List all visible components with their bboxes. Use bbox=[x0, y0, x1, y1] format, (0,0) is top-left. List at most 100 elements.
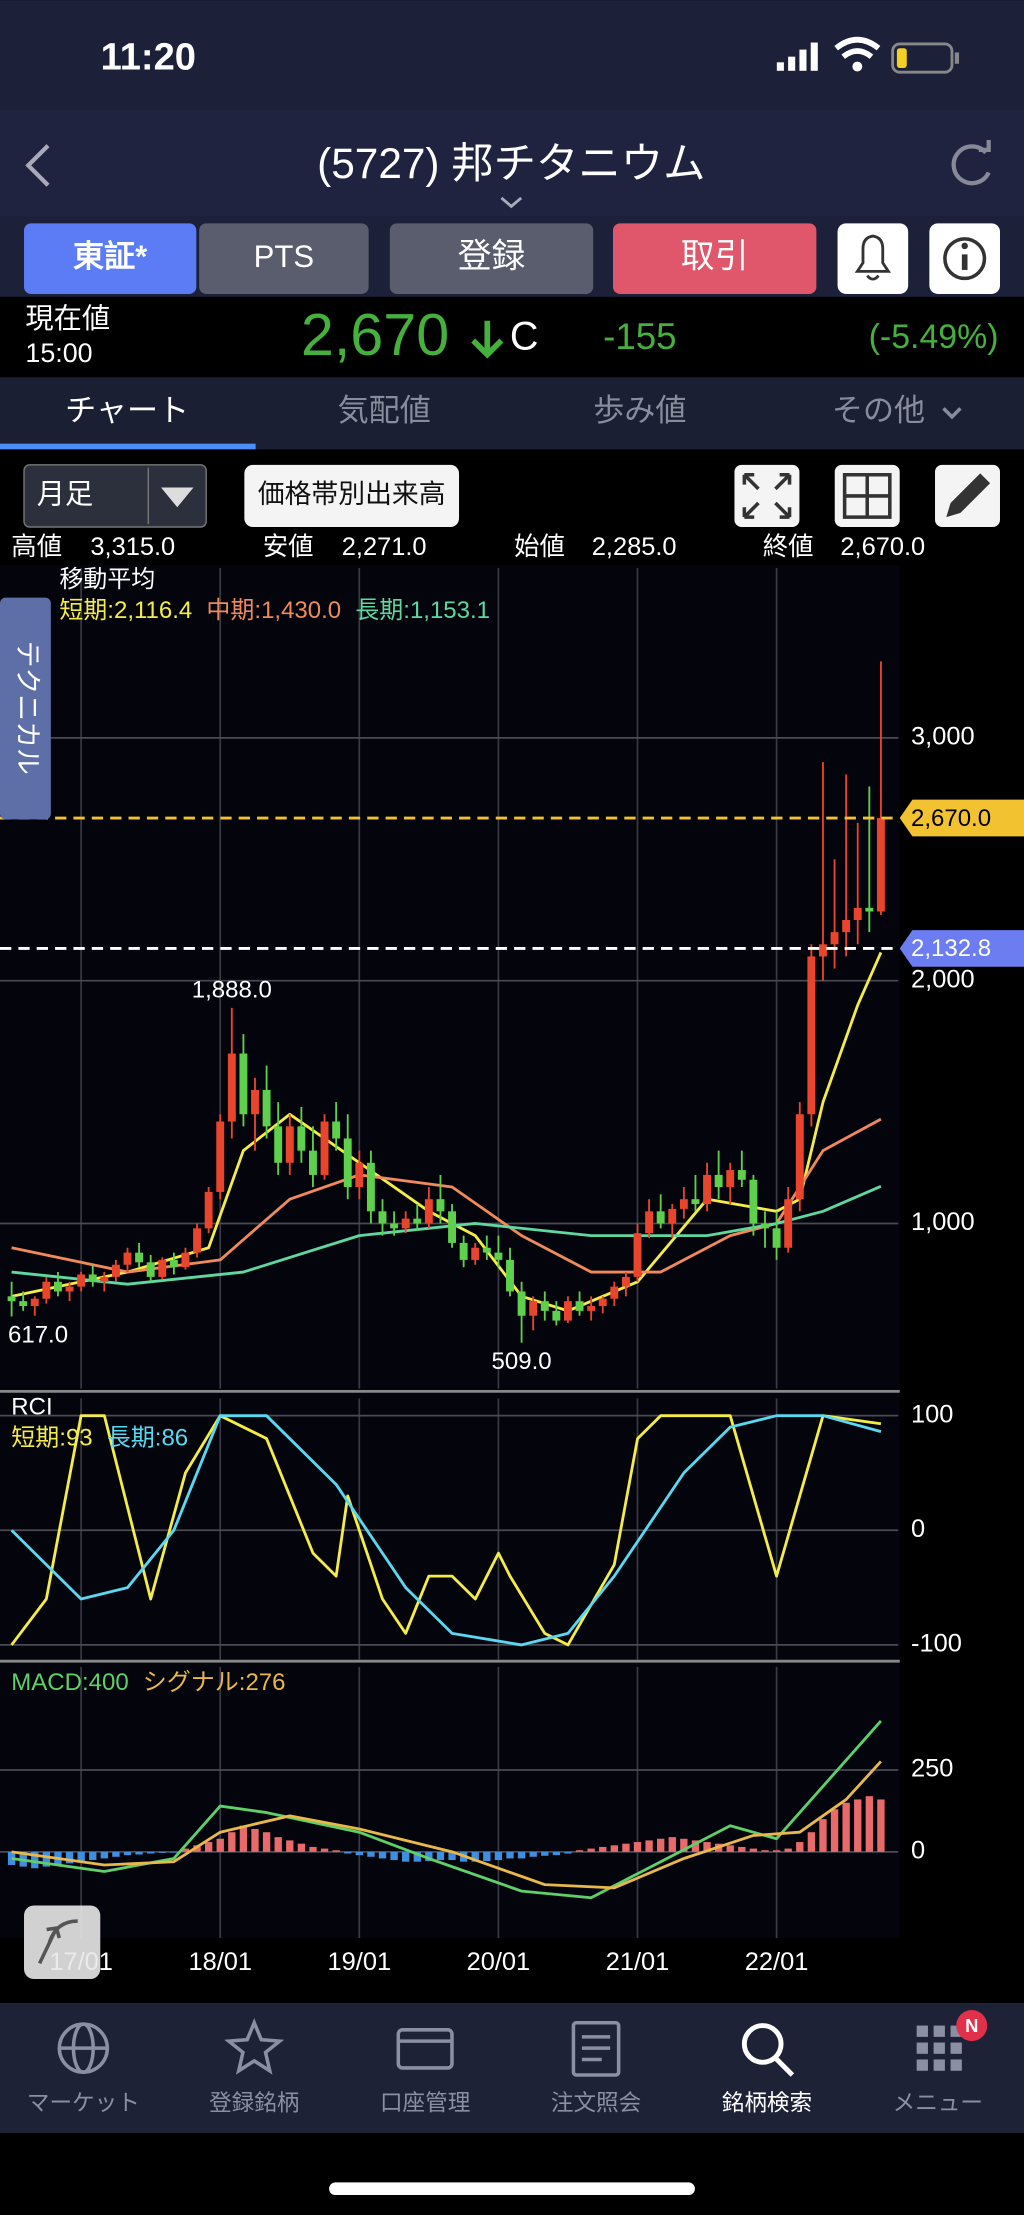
candle-body bbox=[726, 1170, 735, 1188]
register-button[interactable] bbox=[389, 223, 594, 294]
tab[interactable]: その他 bbox=[832, 393, 925, 428]
candle-body bbox=[169, 1259, 178, 1268]
candle-body bbox=[587, 1306, 596, 1311]
ohlc-label: 高値 bbox=[11, 533, 62, 561]
candle-body bbox=[575, 1301, 584, 1311]
refresh-button[interactable] bbox=[951, 144, 991, 186]
candle-body bbox=[88, 1274, 97, 1282]
volume-profile-button[interactable] bbox=[244, 464, 460, 527]
ohlc-label: 始値 bbox=[514, 533, 565, 561]
candle-body bbox=[65, 1286, 74, 1292]
indicator-line bbox=[10, 1414, 882, 1647]
macd-bar bbox=[517, 1851, 526, 1859]
clock: 11:20 bbox=[101, 36, 196, 79]
macd-bar bbox=[807, 1832, 816, 1852]
alert-button[interactable] bbox=[837, 223, 909, 294]
nav-label[interactable]: 注文照会 bbox=[551, 2091, 641, 2116]
x-tick-label: 22/01 bbox=[745, 1948, 809, 1976]
x-tick-label: 21/01 bbox=[606, 1948, 670, 1976]
title-chevron[interactable] bbox=[500, 196, 523, 209]
candle-body bbox=[366, 1162, 375, 1212]
info-icon bbox=[943, 237, 987, 281]
macd-bar bbox=[355, 1851, 363, 1856]
candle-body bbox=[563, 1301, 572, 1321]
nav-label[interactable]: マーケット bbox=[27, 2091, 140, 2116]
candle-body bbox=[830, 932, 839, 945]
candle-body bbox=[737, 1170, 746, 1180]
price-badge-label: 2,670.0 bbox=[911, 805, 991, 832]
candle-body bbox=[146, 1262, 155, 1277]
macd-bar bbox=[448, 1851, 456, 1861]
ohlc-value: 2,670.0 bbox=[840, 533, 925, 561]
macd-bar bbox=[749, 1848, 758, 1852]
candle-body bbox=[424, 1199, 433, 1224]
macd-bar bbox=[239, 1825, 248, 1852]
macd-bar bbox=[436, 1851, 445, 1861]
candle-body bbox=[251, 1089, 259, 1115]
back-button[interactable] bbox=[25, 144, 50, 187]
fullscreen-button[interactable] bbox=[734, 464, 800, 527]
candle-body bbox=[378, 1211, 387, 1224]
candle-body bbox=[227, 1053, 236, 1122]
page-title: (5727) 邦チタニウム bbox=[317, 140, 705, 187]
macd-bar bbox=[42, 1851, 51, 1867]
candle-body bbox=[42, 1281, 51, 1299]
candle-body bbox=[262, 1089, 271, 1127]
macd-bar bbox=[622, 1843, 630, 1852]
drawing-tool-button[interactable] bbox=[24, 1905, 101, 1979]
candle-body bbox=[853, 907, 862, 920]
button-label: 東証* bbox=[73, 239, 148, 274]
nav-label[interactable]: 口座管理 bbox=[380, 2091, 470, 2116]
layout-icon bbox=[842, 472, 892, 519]
macd-bar bbox=[483, 1851, 491, 1862]
period-label: 月足 bbox=[37, 477, 93, 509]
macd-bar bbox=[309, 1846, 317, 1852]
price-annotation: 509.0 bbox=[492, 1348, 552, 1375]
candle-body bbox=[818, 944, 827, 957]
candle-body bbox=[355, 1162, 364, 1188]
candle-body bbox=[784, 1199, 793, 1248]
tab[interactable]: 歩み値 bbox=[593, 393, 686, 428]
candle-body bbox=[714, 1174, 723, 1188]
legend-entry: 長期:86 bbox=[107, 1425, 188, 1452]
y-tick-label: 3,000 bbox=[911, 723, 975, 751]
badge-label: N bbox=[965, 2015, 978, 2036]
macd-bar bbox=[251, 1828, 259, 1852]
info-dot bbox=[961, 242, 968, 250]
y-tick-label: 0 bbox=[911, 1837, 925, 1865]
button-label: 取引 bbox=[681, 238, 749, 276]
macd-bar bbox=[135, 1851, 143, 1855]
candle-body bbox=[436, 1199, 445, 1212]
macd-bar bbox=[344, 1851, 352, 1854]
macd-bar bbox=[877, 1799, 885, 1852]
quote-time: 15:00 bbox=[25, 338, 92, 368]
macd-bar bbox=[31, 1851, 39, 1869]
market-button[interactable] bbox=[199, 223, 369, 294]
macd-bar bbox=[89, 1851, 97, 1861]
candle-body bbox=[656, 1211, 665, 1224]
legend-entry: 長期:1,153.1 bbox=[355, 597, 490, 624]
legend-entry: 短期:93 bbox=[11, 1425, 92, 1452]
candle-body bbox=[506, 1259, 514, 1292]
indicator-line bbox=[10, 1414, 882, 1647]
trade-button[interactable] bbox=[612, 223, 817, 294]
nav-label[interactable]: 登録銘柄 bbox=[209, 2091, 299, 2116]
y-tick-label: -100 bbox=[911, 1630, 962, 1658]
candle-body bbox=[459, 1242, 468, 1260]
macd-bar bbox=[668, 1837, 676, 1852]
period-dropdown[interactable] bbox=[23, 464, 207, 528]
nav-label[interactable]: メニュー bbox=[893, 2091, 983, 2116]
tab[interactable]: チャート bbox=[65, 393, 189, 428]
nav-label[interactable]: 銘柄検索 bbox=[722, 2091, 812, 2116]
wifi-dot bbox=[852, 61, 863, 72]
y-tick-label: 1,000 bbox=[911, 1208, 975, 1236]
candle-body bbox=[876, 818, 885, 912]
technical-tab[interactable] bbox=[0, 597, 51, 820]
macd-bar bbox=[147, 1851, 155, 1854]
candle-body bbox=[621, 1276, 630, 1287]
candle-body bbox=[795, 1114, 804, 1200]
bottom-nav bbox=[0, 2002, 1024, 2133]
market-button[interactable] bbox=[24, 223, 197, 294]
tab[interactable]: 気配値 bbox=[338, 393, 431, 428]
candle-body bbox=[772, 1228, 781, 1248]
